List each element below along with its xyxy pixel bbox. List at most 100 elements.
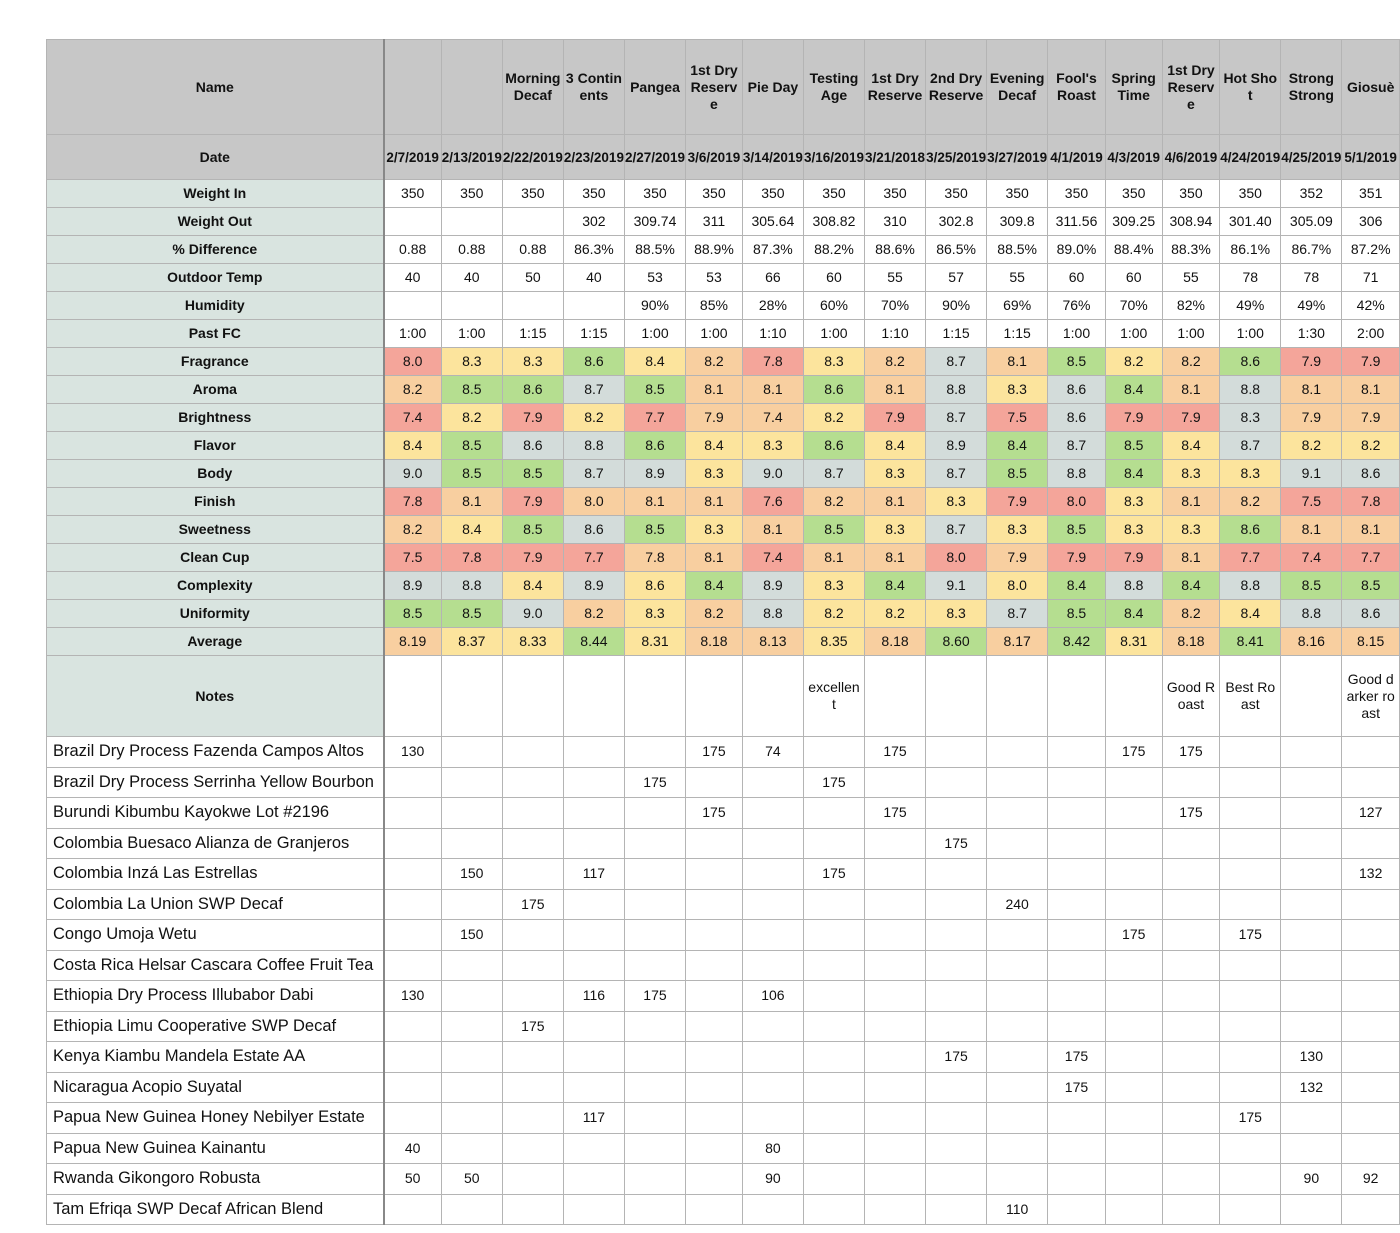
metric-cell[interactable]: 1:00 xyxy=(1047,319,1106,348)
score-cell[interactable]: 8.5 xyxy=(1280,571,1343,600)
score-cell[interactable]: 8.42 xyxy=(1047,627,1106,656)
bean-amount-cell[interactable]: 150 xyxy=(440,919,503,951)
metric-cell[interactable]: 50 xyxy=(501,263,564,292)
score-cell[interactable]: 8.9 xyxy=(562,571,625,600)
bean-amount-cell[interactable] xyxy=(1219,797,1282,829)
score-cell[interactable]: 8.2 xyxy=(802,487,866,516)
bean-amount-cell[interactable] xyxy=(383,949,442,981)
metric-cell[interactable]: 350 xyxy=(623,179,687,208)
score-cell[interactable]: 8.8 xyxy=(1104,571,1163,600)
metric-cell[interactable]: 1:00 xyxy=(383,319,442,348)
score-cell[interactable]: 8.5 xyxy=(1047,515,1106,544)
bean-amount-cell[interactable] xyxy=(685,827,743,859)
score-cell[interactable]: 8.3 xyxy=(986,375,1049,404)
bean-amount-cell[interactable] xyxy=(501,736,564,768)
metric-cell[interactable]: 60 xyxy=(1104,263,1163,292)
bean-amount-cell[interactable] xyxy=(1280,736,1343,768)
bean-amount-cell[interactable] xyxy=(1280,980,1343,1012)
roast-name-cell[interactable]: Evening Decaf xyxy=(986,39,1049,135)
roast-date-cell[interactable]: 3/27/2019 xyxy=(986,134,1049,180)
score-cell[interactable]: 7.9 xyxy=(986,487,1049,516)
metric-cell[interactable]: 66 xyxy=(741,263,804,292)
score-cell[interactable]: 8.8 xyxy=(440,571,503,600)
metric-cell[interactable]: 86.7% xyxy=(1280,235,1343,264)
score-cell[interactable]: 8.1 xyxy=(863,487,927,516)
bean-amount-cell[interactable]: 92 xyxy=(1341,1163,1400,1195)
bean-amount-cell[interactable] xyxy=(623,1041,687,1073)
score-cell[interactable]: 7.8 xyxy=(623,543,687,572)
bean-amount-cell[interactable]: 175 xyxy=(1047,1071,1106,1103)
bean-amount-cell[interactable] xyxy=(685,1193,743,1225)
bean-amount-cell[interactable] xyxy=(802,888,866,920)
roast-name-cell[interactable]: Fool's Roast xyxy=(1047,39,1106,135)
bean-amount-cell[interactable] xyxy=(1047,980,1106,1012)
bean-amount-cell[interactable] xyxy=(562,1193,625,1225)
score-cell[interactable]: 8.6 xyxy=(802,375,866,404)
bean-amount-cell[interactable] xyxy=(863,1193,927,1225)
bean-amount-cell[interactable]: 74 xyxy=(741,736,804,768)
score-cell[interactable]: 7.9 xyxy=(501,543,564,572)
bean-amount-cell[interactable] xyxy=(986,1010,1049,1042)
bean-amount-cell[interactable]: 110 xyxy=(986,1193,1049,1225)
metric-cell[interactable]: 53 xyxy=(685,263,743,292)
score-cell[interactable]: 8.4 xyxy=(1219,599,1282,628)
metric-cell[interactable]: 40 xyxy=(440,263,503,292)
score-cell[interactable]: 8.5 xyxy=(1341,571,1400,600)
bean-amount-cell[interactable] xyxy=(925,919,988,951)
bean-amount-cell[interactable] xyxy=(1047,949,1106,981)
metric-cell[interactable]: 60% xyxy=(802,291,866,320)
note-cell[interactable] xyxy=(501,655,564,737)
score-cell[interactable]: 8.3 xyxy=(863,515,927,544)
metric-cell[interactable]: 1:15 xyxy=(986,319,1049,348)
metric-cell[interactable]: 0.88 xyxy=(440,235,503,264)
bean-amount-cell[interactable] xyxy=(802,797,866,829)
metric-cell[interactable]: 49% xyxy=(1280,291,1343,320)
score-cell[interactable]: 8.1 xyxy=(1341,375,1400,404)
bean-amount-cell[interactable] xyxy=(1341,736,1400,768)
metric-cell[interactable]: 350 xyxy=(802,179,866,208)
metric-cell[interactable]: 350 xyxy=(741,179,804,208)
bean-amount-cell[interactable] xyxy=(1341,1132,1400,1164)
bean-amount-cell[interactable] xyxy=(562,766,625,798)
bean-amount-cell[interactable] xyxy=(1161,1163,1221,1195)
bean-amount-cell[interactable] xyxy=(1280,949,1343,981)
metric-cell[interactable]: 49% xyxy=(1219,291,1282,320)
note-cell[interactable] xyxy=(562,655,625,737)
bean-amount-cell[interactable] xyxy=(1161,919,1221,951)
score-cell[interactable]: 8.5 xyxy=(802,515,866,544)
score-cell[interactable]: 7.9 xyxy=(501,403,564,432)
bean-amount-cell[interactable] xyxy=(1219,1071,1282,1103)
roast-name-cell[interactable]: 3 Continents xyxy=(562,39,625,135)
score-cell[interactable]: 8.1 xyxy=(863,375,927,404)
score-cell[interactable]: 8.6 xyxy=(1047,403,1106,432)
score-cell[interactable]: 7.9 xyxy=(501,487,564,516)
score-cell[interactable]: 8.2 xyxy=(802,403,866,432)
metric-cell[interactable]: 309.74 xyxy=(623,207,687,236)
bean-amount-cell[interactable] xyxy=(562,736,625,768)
bean-amount-cell[interactable]: 90 xyxy=(741,1163,804,1195)
bean-amount-cell[interactable] xyxy=(925,858,988,890)
roast-date-cell[interactable]: 4/1/2019 xyxy=(1047,134,1106,180)
bean-amount-cell[interactable] xyxy=(562,797,625,829)
metric-cell[interactable]: 350 xyxy=(986,179,1049,208)
bean-name-cell[interactable]: Papua New Guinea Kainantu xyxy=(45,1132,385,1164)
score-cell[interactable]: 7.9 xyxy=(1161,403,1221,432)
metric-cell[interactable]: 1:15 xyxy=(562,319,625,348)
score-cell[interactable]: 8.17 xyxy=(986,627,1049,656)
bean-name-cell[interactable]: Colombia Inzá Las Estrellas xyxy=(45,858,385,890)
bean-amount-cell[interactable] xyxy=(802,980,866,1012)
score-cell[interactable]: 8.0 xyxy=(925,543,988,572)
score-cell[interactable]: 8.6 xyxy=(562,515,625,544)
bean-amount-cell[interactable] xyxy=(1104,1193,1163,1225)
bean-amount-cell[interactable] xyxy=(802,1071,866,1103)
bean-amount-cell[interactable] xyxy=(1341,766,1400,798)
bean-amount-cell[interactable] xyxy=(623,858,687,890)
bean-amount-cell[interactable] xyxy=(1161,980,1221,1012)
bean-amount-cell[interactable] xyxy=(986,1071,1049,1103)
score-cell[interactable]: 8.6 xyxy=(562,347,625,376)
bean-name-cell[interactable]: Kenya Kiambu Mandela Estate AA xyxy=(45,1041,385,1073)
bean-amount-cell[interactable] xyxy=(863,1163,927,1195)
bean-amount-cell[interactable] xyxy=(562,1041,625,1073)
bean-amount-cell[interactable] xyxy=(383,888,442,920)
bean-amount-cell[interactable] xyxy=(1104,1041,1163,1073)
